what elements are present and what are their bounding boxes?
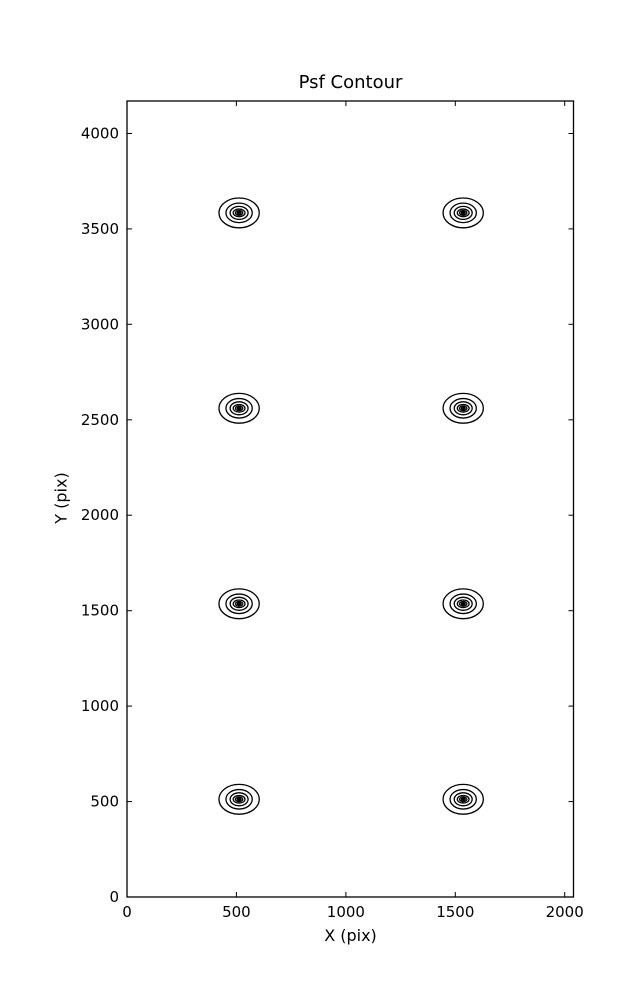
contour-ring (234, 209, 244, 216)
contour-ring (453, 401, 473, 416)
contour-ring (237, 602, 241, 605)
contour-ring (234, 796, 244, 803)
x-tick-label: 0 (122, 903, 132, 921)
x-axis-label: X (pix) (324, 926, 377, 945)
contour-ring (225, 593, 253, 615)
contour-ring (442, 392, 484, 424)
contour-ring (449, 397, 477, 419)
y-tick-label: 2000 (81, 506, 119, 524)
chart-title: Psf Contour (298, 72, 403, 93)
contour-ring (453, 596, 473, 611)
x-tick-label: 1000 (327, 903, 365, 921)
contour-ring (461, 798, 465, 801)
y-tick-label: 2500 (81, 411, 119, 429)
contour-ring (232, 599, 246, 609)
contour-ring (453, 205, 473, 221)
contour-ring (456, 599, 470, 609)
contour-ring (237, 211, 241, 215)
contour-ring (232, 794, 246, 804)
contour-ring (453, 792, 473, 807)
y-tick-label: 1000 (81, 697, 119, 715)
contour-ring (229, 596, 249, 611)
contour-ring (236, 406, 242, 411)
contour-ring (236, 601, 242, 606)
contour-ring (442, 197, 484, 229)
contour-ring (234, 405, 244, 412)
y-tick-label: 0 (109, 888, 119, 906)
contour-ring (460, 210, 466, 215)
contour-ring (229, 792, 249, 807)
x-tick-label: 500 (222, 903, 251, 921)
plot-border (126, 100, 575, 898)
contour-ring (458, 209, 468, 216)
contour-ring (442, 783, 484, 815)
contour-ring (456, 403, 470, 413)
y-tick-label: 500 (90, 793, 119, 811)
contour-ring (456, 208, 470, 218)
contour-ring (461, 407, 465, 410)
contour-ring (229, 401, 249, 416)
contour-ring (456, 794, 470, 804)
contour-ring (234, 600, 244, 607)
contour-ring (218, 783, 260, 815)
contour-ring (458, 796, 468, 803)
y-tick-label: 1500 (81, 602, 119, 620)
contour-ring (237, 798, 241, 801)
contour-ring (232, 403, 246, 413)
y-tick-label: 3000 (81, 315, 119, 333)
x-tick-label: 2000 (546, 903, 584, 921)
contour-ring (460, 601, 466, 606)
contour-ring (236, 797, 242, 802)
contour-ring (229, 205, 249, 221)
contour-ring (218, 588, 260, 620)
contour-ring (225, 788, 253, 810)
contour-ring (461, 211, 465, 215)
y-tick-label: 3500 (81, 220, 119, 238)
contour-ring (449, 788, 477, 810)
y-tick-label: 4000 (81, 125, 119, 143)
contour-ring (458, 405, 468, 412)
contour-ring (461, 602, 465, 605)
contour-ring (218, 392, 260, 424)
contour-ring (458, 600, 468, 607)
contour-ring (449, 593, 477, 615)
contour-ring (460, 406, 466, 411)
contour-ring (225, 202, 253, 224)
contour-ring (232, 208, 246, 218)
contour-ring (236, 210, 242, 215)
x-tick-label: 1500 (436, 903, 474, 921)
contour-ring (460, 797, 466, 802)
contour-ring (449, 202, 477, 224)
contour-ring (225, 397, 253, 419)
contour-ring (218, 197, 260, 229)
contour-ring (237, 407, 241, 410)
contour-ring (442, 588, 484, 620)
